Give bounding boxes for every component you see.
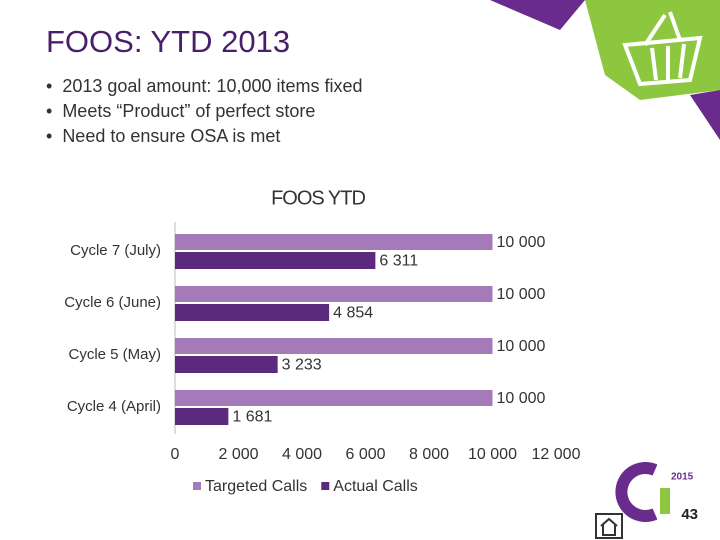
value-label: 3 233 (282, 357, 322, 374)
legend-label: Targeted Calls (205, 478, 307, 495)
bar (175, 286, 493, 302)
bar (175, 234, 493, 250)
bar (175, 304, 330, 321)
x-tick-label: 0 (171, 446, 180, 463)
bar (175, 252, 376, 269)
value-label: 10 000 (497, 390, 546, 407)
x-tick-label: 6 000 (345, 446, 385, 463)
decor (490, 0, 585, 30)
slide-title: FOOS: YTD 2013 (46, 24, 291, 59)
bullet: Meets “Product” of perfect store (46, 99, 363, 124)
bar (175, 338, 493, 354)
chart-title: FOOS YTD (271, 187, 365, 209)
basket-icon (622, 11, 703, 87)
value-label: 10 000 (497, 286, 546, 303)
legend-label: Actual Calls (333, 478, 417, 495)
x-tick-label: 10 000 (468, 446, 517, 463)
home-icon (600, 517, 618, 536)
x-tick-label: 12 000 (532, 446, 581, 463)
decor (690, 90, 720, 140)
value-label: 6 311 (379, 253, 418, 270)
x-tick-label: 8 000 (409, 446, 449, 463)
value-label: 4 854 (333, 305, 373, 322)
x-tick-label: 2 000 (218, 446, 258, 463)
value-label: 10 000 (497, 234, 546, 251)
logo (615, 462, 658, 522)
bullet-list: 2013 goal amount: 10,000 items fixed Mee… (46, 74, 363, 149)
value-label: 10 000 (497, 338, 546, 355)
value-label: 1 681 (232, 409, 272, 426)
y-tick-label: Cycle 5 (May) (68, 346, 161, 363)
y-tick-label: Cycle 6 (June) (64, 294, 161, 311)
x-tick-label: 4 000 (282, 446, 322, 463)
y-tick-label: Cycle 7 (July) (70, 242, 161, 259)
bar (175, 408, 229, 425)
legend-swatch (321, 482, 330, 490)
bullet: 2013 goal amount: 10,000 items fixed (46, 74, 362, 99)
bullet: Need to ensure OSA is met (46, 124, 363, 149)
page-number: 43 (681, 506, 698, 523)
legend-swatch (193, 482, 201, 490)
y-tick-label: Cycle 4 (April) (67, 398, 161, 415)
bar (175, 390, 493, 406)
home-button[interactable] (595, 513, 623, 539)
bar (175, 356, 278, 373)
logo (660, 488, 670, 514)
logo-year: 2015 (671, 472, 694, 483)
